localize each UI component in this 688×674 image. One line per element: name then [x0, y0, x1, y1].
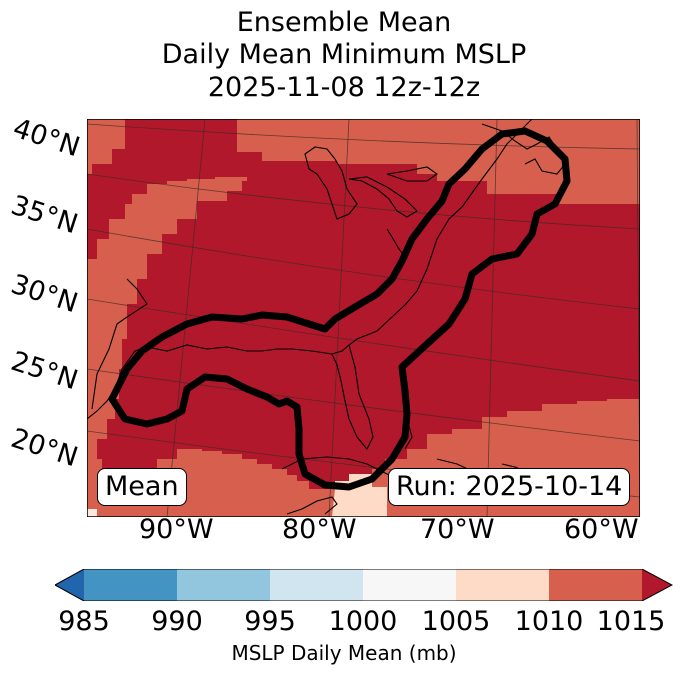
contour-1015mb — [108, 127, 571, 491]
colorbar-1000-1005 — [363, 569, 456, 601]
title-line-1: Ensemble Mean — [236, 7, 452, 38]
colorbar-tick-985: 985 — [58, 606, 110, 637]
badge-mean: Mean — [97, 468, 187, 506]
lat-label-20n: 20°N — [7, 422, 82, 474]
title-line-3: 2025-11-08 12z-12z — [207, 72, 481, 103]
colorbar-1005-1010 — [456, 569, 549, 601]
colorbar-990-995 — [177, 569, 270, 601]
title-line-2: Daily Mean Minimum MSLP — [161, 39, 527, 70]
colorbar-tick-1000: 1000 — [328, 606, 398, 637]
lat-label-40n: 40°N — [9, 112, 84, 164]
colorbar-tick-1010: 1010 — [514, 606, 584, 637]
lon-label-70w: 70°W — [420, 514, 495, 545]
badge-run-date: Run: 2025-10-14 — [388, 468, 631, 506]
colorbar-label: MSLP Daily Mean (mb) — [231, 641, 457, 665]
colorbar-tick-1005: 1005 — [421, 606, 491, 637]
colorbar-1010-1015 — [549, 569, 642, 601]
colorbar-995-1000 — [270, 569, 363, 601]
lon-label-80w: 80°W — [282, 514, 357, 545]
colorbar-under-985 — [55, 569, 84, 601]
lat-label-25n: 25°N — [7, 345, 82, 397]
mslp-map — [87, 119, 640, 517]
lat-label-30n: 30°N — [7, 268, 82, 320]
colorbar-tick-1015: 1015 — [596, 606, 666, 637]
lon-label-60w: 60°W — [564, 514, 639, 545]
lat-label-35n: 35°N — [7, 189, 82, 241]
colorbar-over-1015 — [642, 569, 672, 601]
colorbar-tick-995: 995 — [244, 606, 296, 637]
mslp-field-near-1005 — [87, 509, 97, 517]
colorbar-985-990 — [84, 569, 177, 601]
colorbar-tick-990: 990 — [151, 606, 203, 637]
lon-label-90w: 90°W — [139, 514, 214, 545]
colorbar — [55, 569, 673, 601]
